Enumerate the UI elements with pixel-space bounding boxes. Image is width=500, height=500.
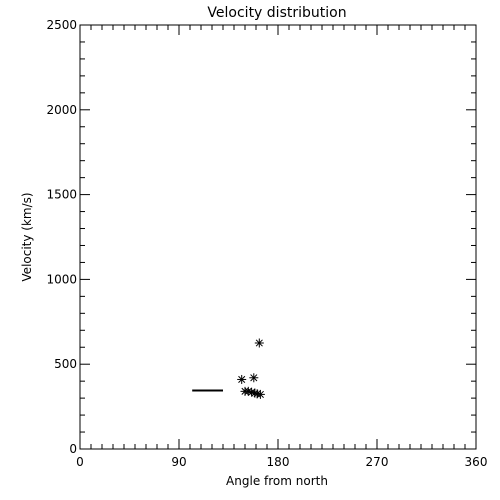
asterisk-stroke bbox=[238, 375, 246, 384]
x-tick-labels: 0 90 180 270 360 bbox=[76, 455, 487, 469]
y-tick-labels: 0 500 1000 1500 2000 2500 bbox=[46, 18, 77, 456]
x-tick-label: 90 bbox=[171, 455, 186, 469]
data-point bbox=[237, 374, 247, 384]
y-tick-label: 2000 bbox=[46, 103, 77, 117]
data-point bbox=[254, 338, 264, 348]
x-axis-label: Angle from north bbox=[226, 474, 328, 488]
y-axis-label: Velocity (km/s) bbox=[20, 192, 34, 281]
x-tick-label: 180 bbox=[267, 455, 290, 469]
y-tick-label: 1000 bbox=[46, 272, 77, 286]
asterisk-stroke bbox=[253, 390, 261, 398]
asterisk-stroke bbox=[250, 374, 258, 382]
asterisk-stroke bbox=[248, 388, 256, 396]
x-tick-label: 360 bbox=[465, 455, 488, 469]
asterisk-stroke bbox=[244, 387, 252, 395]
y-tick-label: 1500 bbox=[46, 188, 77, 202]
y-tick-label: 2500 bbox=[46, 18, 77, 32]
y-tick-label: 500 bbox=[54, 357, 77, 371]
data-point bbox=[255, 389, 265, 399]
y-tick-label: 0 bbox=[69, 442, 77, 456]
x-tick-label: 270 bbox=[366, 455, 389, 469]
axis-ticks bbox=[79, 24, 477, 450]
chart-title: Velocity distribution bbox=[207, 5, 346, 21]
data-marks bbox=[192, 338, 265, 399]
asterisk-stroke bbox=[256, 390, 264, 398]
asterisk-stroke bbox=[255, 339, 263, 347]
data-point bbox=[249, 373, 259, 383]
x-tick-label: 0 bbox=[76, 455, 84, 469]
plot-frame bbox=[79, 24, 477, 450]
